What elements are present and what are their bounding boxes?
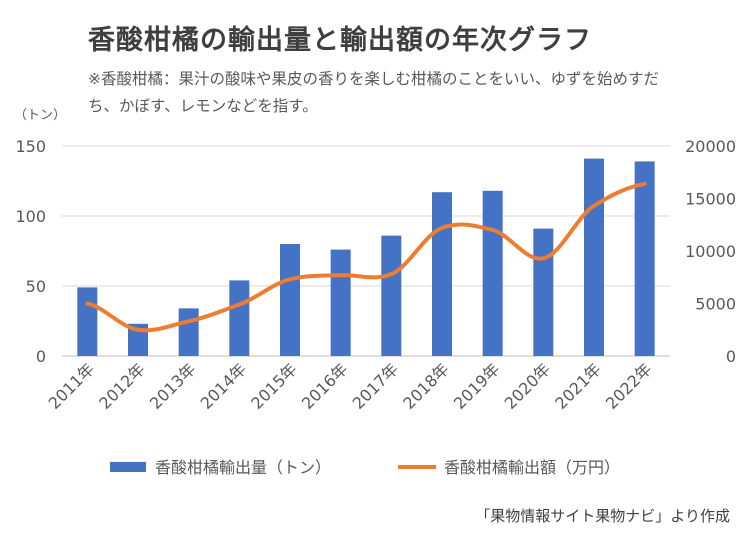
x-tick-label: 2014年 (197, 359, 251, 413)
legend: 香酸柑橘輸出量（トン） 香酸柑橘輸出額（万円） (110, 458, 620, 477)
x-tick-label: 2017年 (349, 359, 403, 413)
x-tick-label: 2019年 (450, 359, 504, 413)
gridlines (62, 145, 670, 357)
y-axis-left-unit: （トン） (14, 108, 66, 123)
bar (330, 249, 351, 356)
bar (229, 280, 250, 356)
y-axis-left: 0 50 100 150 (15, 137, 46, 366)
chart-note: ※香酸柑橘：果汁の酸味や果皮の香りを楽しむ柑橘のことをいい、ゆずを始めすだち、か… (88, 70, 659, 115)
line-series (85, 181, 647, 333)
x-tick-label: 2013年 (146, 359, 200, 413)
y-left-tick-label: 100 (15, 207, 46, 226)
y-left-tick-label: 0 (36, 347, 46, 366)
bar (280, 244, 300, 356)
x-tick-label: 2021年 (551, 359, 605, 413)
bar (533, 228, 554, 356)
y-axis-right: 0 5000 10000 15000 20000 (685, 137, 736, 366)
bar (178, 308, 199, 356)
x-tick-label: 2018年 (399, 359, 453, 413)
line-series-path (85, 181, 647, 333)
source-credit: 「果物情報サイト果物ナビ」より作成 (475, 507, 730, 525)
y-right-tick-label: 5000 (695, 295, 736, 314)
legend-label-bar: 香酸柑橘輸出量（トン） (155, 458, 331, 477)
bar (584, 158, 604, 356)
x-tick-label: 2020年 (501, 359, 555, 413)
chart-title: 香酸柑橘の輸出量と輸出額の年次グラフ (88, 25, 592, 56)
y-left-tick-label: 50 (26, 277, 46, 296)
bar (482, 190, 503, 356)
bar (634, 161, 655, 356)
y-right-tick-label: 0 (726, 347, 736, 366)
x-tick-label: 2016年 (298, 359, 352, 413)
y-right-tick-label: 20000 (685, 137, 736, 156)
x-tick-label: 2012年 (95, 359, 149, 413)
legend-label-line: 香酸柑橘輸出額（万円） (444, 458, 620, 477)
x-axis-ticks: 2011年2012年2013年2014年2015年2016年2017年2018年… (45, 359, 656, 413)
legend-swatch-bar (110, 462, 146, 472)
bar (432, 192, 452, 356)
bar (381, 235, 402, 356)
bar (77, 287, 98, 356)
x-tick-label: 2022年 (602, 359, 656, 413)
y-right-tick-label: 10000 (685, 242, 736, 261)
y-right-tick-label: 15000 (685, 190, 736, 209)
x-tick-label: 2015年 (247, 359, 301, 413)
y-left-tick-label: 150 (15, 137, 46, 156)
x-tick-label: 2011年 (45, 359, 99, 413)
